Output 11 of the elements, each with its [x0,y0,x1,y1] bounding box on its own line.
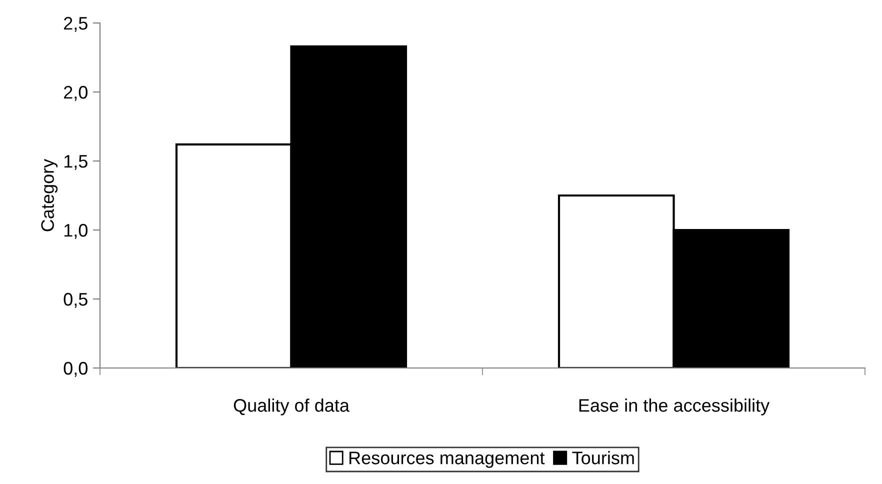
y-tick-label: 2,0 [64,86,88,101]
x-tick-label: Ease in the accessibility [579,398,770,416]
y-tick-label: 1,5 [64,155,88,170]
y-axis-title: Category [41,158,58,232]
y-tick-label: 0,5 [64,292,88,308]
x-tick-label: Quality of data [234,398,350,416]
legend-label: Resources management [350,452,545,468]
y-tick-label: 0,0 [64,362,88,377]
y-tick-label: 1,0 [64,224,88,239]
y-tick-label: 2,5 [64,16,88,32]
legend-label: Tourism [572,451,634,464]
